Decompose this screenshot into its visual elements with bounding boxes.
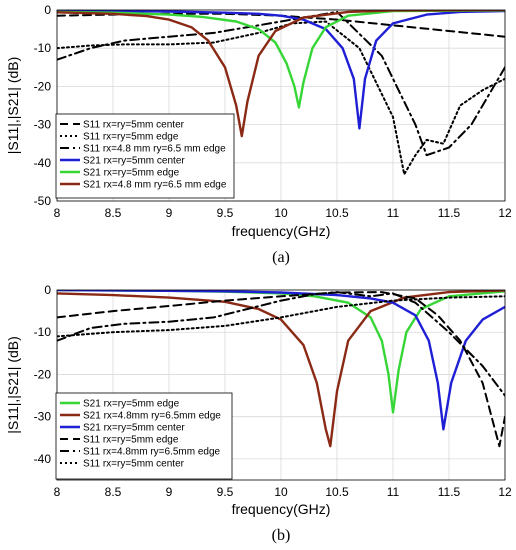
series-line xyxy=(57,10,505,138)
series-line xyxy=(57,20,505,176)
legend-entry: S11 rx=ry=5mm center xyxy=(83,120,185,131)
series-line xyxy=(57,290,505,448)
y-tick-label: 0 xyxy=(44,3,51,17)
legend-entry: S11 rx=ry=5mm edge xyxy=(83,435,179,446)
x-axis-label: frequency(GHz) xyxy=(232,223,331,239)
legend-entry: S21 rx=4.8mm ry=6.5mm edge xyxy=(83,411,221,422)
y-tick-label: -10 xyxy=(34,41,52,55)
y-tick-label: -40 xyxy=(34,156,52,170)
legend-entry: S21 rx=ry=5mm edge xyxy=(83,168,180,179)
legend-box xyxy=(55,392,233,480)
y-tick-label: -50 xyxy=(34,194,52,208)
x-tick-label: 8.5 xyxy=(105,206,122,220)
x-tick-label: 10 xyxy=(274,206,288,220)
x-tick-label: 10 xyxy=(274,485,288,499)
x-tick-label: 10.5 xyxy=(325,485,349,499)
plot-frame xyxy=(56,289,506,481)
x-tick-label: 11 xyxy=(387,206,400,220)
legend-entry: S11 rx=ry=5mm edge xyxy=(83,132,179,143)
series-line xyxy=(57,10,505,130)
x-tick-label: 11 xyxy=(387,485,400,499)
series-line xyxy=(57,10,505,157)
x-tick-label: 10.5 xyxy=(325,206,349,220)
legend-box xyxy=(55,113,235,199)
legend-entry: S21 rx=4.8 mm ry=6.5 mm edge xyxy=(83,180,227,191)
x-tick-label: 11.5 xyxy=(438,485,461,499)
y-tick-label: -20 xyxy=(34,79,52,93)
legend-entry: S21 rx=ry=5mm edge xyxy=(83,399,180,410)
y-tick-label: -40 xyxy=(34,452,52,466)
legend-entry: S11 rx=4.8mm ry=6.5mm edge xyxy=(83,447,221,458)
series-line xyxy=(57,295,505,338)
panel-caption: (b) xyxy=(272,527,291,544)
y-tick-label: -20 xyxy=(34,367,52,381)
x-tick-label: 12 xyxy=(498,206,512,220)
plot-frame xyxy=(56,9,506,202)
x-tick-label: 8 xyxy=(54,485,61,499)
series-line xyxy=(57,10,505,109)
legend-entry: S11 rx=4.8 mm ry=6.5 mm edge xyxy=(83,144,226,155)
y-axis-label: |S11|,|S21| (dB) xyxy=(5,57,21,155)
series-group xyxy=(57,10,505,176)
x-tick-label: 11.5 xyxy=(438,206,461,220)
legend-entry: S21 rx=ry=5mm center xyxy=(83,156,185,167)
chart-panel-b: 8 8.5 9 9.5 10 10.5 11 11.5 12 0 -10 -20 -30 -40 frequ… xyxy=(5,283,512,544)
x-axis-label: frequency(GHz) xyxy=(232,501,331,517)
legend-entry: S11 rx=ry=5mm center xyxy=(83,459,185,470)
y-tick-label: 0 xyxy=(44,283,51,297)
series-line xyxy=(57,291,505,397)
chart-panel-a: 8 8.5 9 9.5 10 10.5 11 11.5 12 0 -10 -20 -30 -40 -50 fr… xyxy=(5,3,512,266)
x-tick-label: 9 xyxy=(166,206,173,220)
x-tick-label: 8 xyxy=(54,206,61,220)
x-tick-label: 9.5 xyxy=(217,206,234,220)
y-tick-label: -30 xyxy=(34,118,52,132)
y-axis-label: |S11|,|S21| (dB) xyxy=(5,336,21,434)
x-tick-label: 9.5 xyxy=(217,485,234,499)
series-group xyxy=(57,290,505,448)
y-tick-label: -30 xyxy=(34,410,52,424)
x-tick-label: 8.5 xyxy=(105,485,122,499)
y-tick-label: -10 xyxy=(34,325,52,339)
x-tick-label: 9 xyxy=(166,485,173,499)
legend-entry: S21 rx=ry=5mm center xyxy=(83,423,185,434)
panel-caption: (a) xyxy=(272,249,290,266)
x-tick-label: 12 xyxy=(498,485,512,499)
series-line xyxy=(57,290,505,431)
